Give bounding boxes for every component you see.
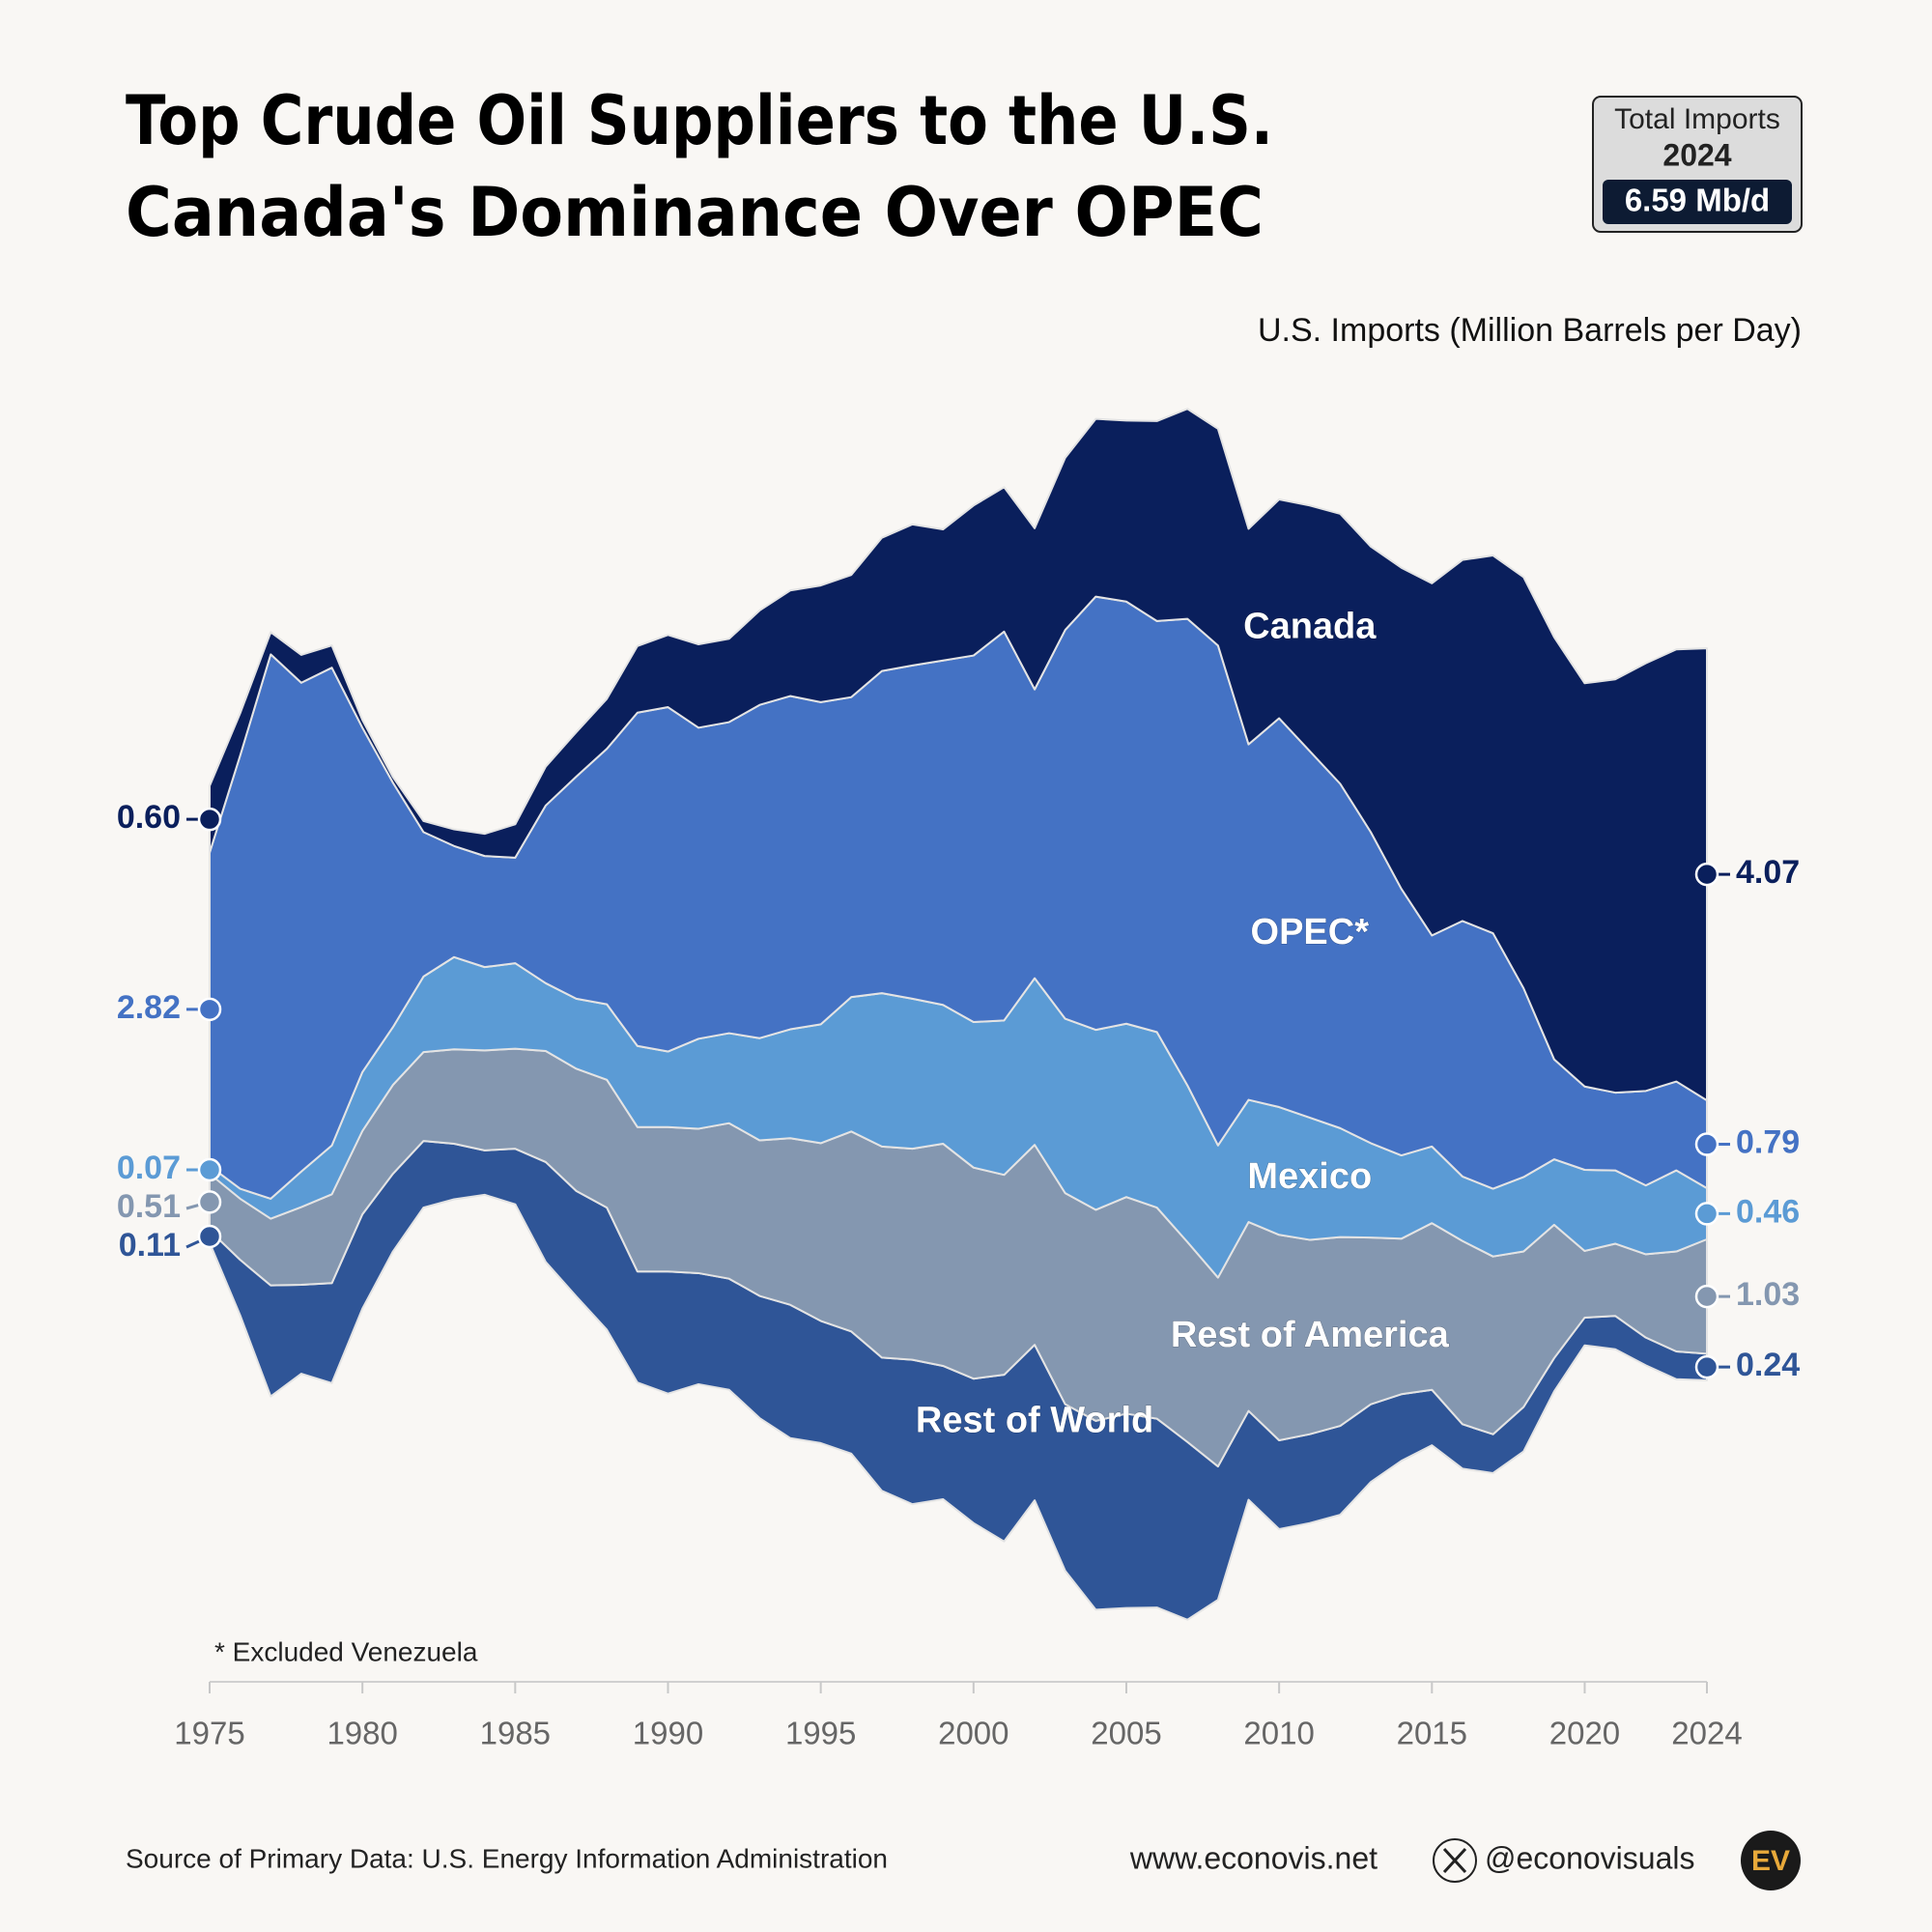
x-icon (1433, 1838, 1477, 1883)
series-label: OPEC* (1251, 912, 1370, 952)
series-label: Rest of America (1171, 1315, 1450, 1355)
footnote: * Excluded Venezuela (214, 1636, 478, 1666)
source: Source of Primary Data: U.S. Energy Info… (126, 1843, 888, 1873)
end-dot (197, 997, 222, 1022)
end-label: 0.79 (1736, 1124, 1800, 1161)
stream-area (209, 408, 1708, 1102)
logo-circle (1741, 1831, 1801, 1890)
x-tick-label: 1980 (327, 1716, 397, 1751)
total-box-label: Total Imports (1614, 103, 1780, 135)
x-tick-label: 2010 (1243, 1716, 1314, 1751)
chart-title: Top Crude Oil Suppliers to the U.S. (126, 81, 1273, 160)
end-label: 0.07 (117, 1150, 181, 1186)
x-tick-label: 2024 (1671, 1716, 1742, 1751)
total-box-value: 6.59 Mb/d (1625, 183, 1770, 218)
end-label: 2.82 (117, 989, 181, 1026)
end-label: 0.11 (119, 1227, 181, 1264)
total-box-value-bg (1603, 180, 1792, 224)
logo: EV (1751, 1845, 1790, 1877)
x-tick-label: 1985 (480, 1716, 551, 1751)
end-label: 4.07 (1736, 854, 1800, 891)
series-label: Canada (1243, 606, 1377, 646)
x-tick-label: 1990 (633, 1716, 703, 1751)
x-tick-label: 1995 (785, 1716, 856, 1751)
x-tick-label: 2015 (1397, 1716, 1467, 1751)
end-dot (1694, 1284, 1719, 1309)
end-label: 0.51 (117, 1188, 181, 1225)
end-dot (197, 1224, 222, 1249)
chart-subtitle: Canada's Dominance Over OPEC (126, 173, 1264, 252)
x-tick-label: 1975 (174, 1716, 244, 1751)
end-dot (1694, 1132, 1719, 1156)
website: www.econovis.net (1129, 1840, 1378, 1875)
end-label: 1.03 (1736, 1276, 1800, 1313)
end-dot (197, 1190, 222, 1214)
end-dot (1694, 862, 1719, 887)
series-label: Mexico (1247, 1156, 1372, 1197)
handle: @econovisuals (1485, 1840, 1694, 1875)
x-tick-label: 2020 (1549, 1716, 1620, 1751)
total-box-year: 2024 (1662, 137, 1731, 172)
y-axis-label: U.S. Imports (Million Barrels per Day) (1258, 312, 1802, 349)
plot: Rest of World Rest of America Mexico OPEC* C… (117, 408, 1800, 1751)
end-label: 0.60 (117, 799, 181, 836)
series-label: Rest of World (916, 1401, 1153, 1441)
end-dot (1694, 1354, 1719, 1379)
end-dot (197, 807, 222, 832)
x-tick-label: 2005 (1091, 1716, 1161, 1751)
end-dot (197, 1157, 222, 1182)
end-label: 0.24 (1736, 1347, 1800, 1383)
end-label: 0.46 (1736, 1193, 1800, 1230)
end-dot (1694, 1202, 1719, 1226)
total-box: Total Imports 2024 6.59 Mb/d (1592, 96, 1803, 233)
x-icon-glyph (1442, 1847, 1467, 1874)
x-tick-label: 2000 (938, 1716, 1009, 1751)
